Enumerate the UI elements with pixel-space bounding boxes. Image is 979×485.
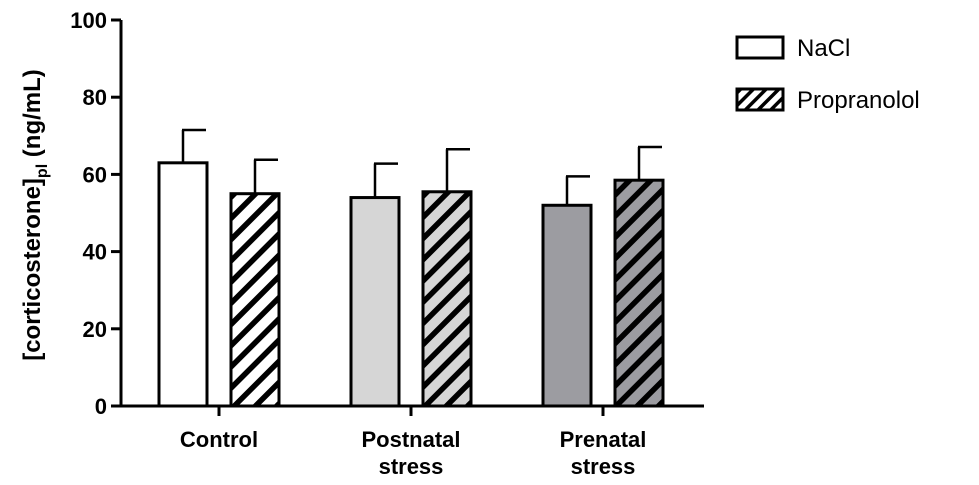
y-tick-label: 20 [83,317,107,342]
x-category-label: Control [180,427,258,452]
y-axis-label-subscript: pl [34,164,51,178]
legend-label-propranolol: Propranolol [797,87,920,114]
legend-swatch-nacl [735,35,785,60]
y-axis-label-main: [corticosterone] [19,178,46,361]
bar-propranolol-1 [421,190,473,408]
x-category-label: stress [571,454,636,479]
x-category-label: stress [379,454,444,479]
y-tick-label: 100 [70,8,107,33]
y-axis-label-unit: (ng/mL) [19,69,46,164]
y-tick-label: 40 [83,240,107,265]
bar-nacl-0 [157,161,209,408]
y-tick-label: 60 [83,162,107,187]
y-tick-label: 80 [83,85,107,110]
x-category-label: Prenatal [560,427,647,452]
bar-propranolol-0 [229,192,281,408]
legend-swatch-propranolol [735,87,785,112]
y-tick-label: 0 [95,394,107,419]
bar-nacl-2 [541,203,593,408]
x-category-label: Postnatal [361,427,460,452]
legend-label-nacl: NaCl [797,35,850,62]
legend: NaCl Propranolol [735,35,920,114]
bar-propranolol-2 [613,178,665,408]
y-axis-label: [corticosterone]pl (ng/mL) [19,69,51,361]
bar-nacl-1 [349,196,401,408]
